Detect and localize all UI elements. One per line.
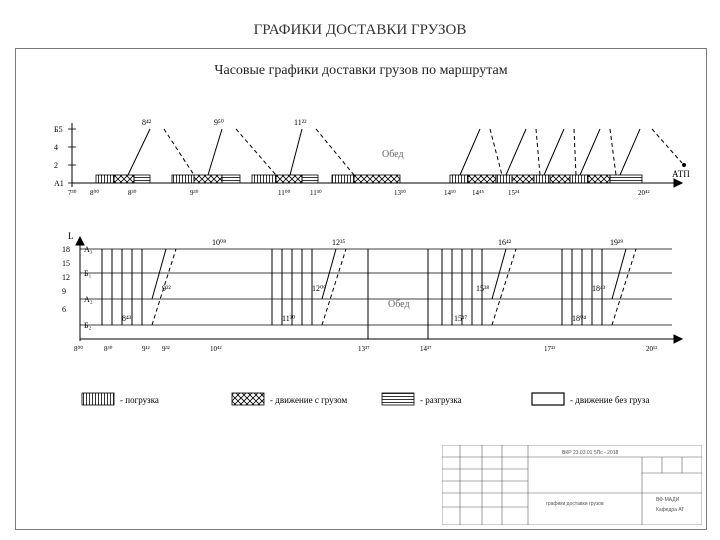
tb-code: ВКР 23.03.01 5Пс - 2018 [562,450,618,456]
chart-1: А1 2 4 Б5 8⁴² 9⁵⁰ 11²² 7³⁰ 8⁰⁰ 8³⁰ 9³⁰ 11⁰⁰ 11³⁰ 13… [22,83,702,213]
svg-text:9³⁰: 9³⁰ [190,189,199,197]
svg-text:10⁰⁸: 10⁰⁸ [212,238,226,247]
svg-text:- движение без груза: - движение без груза [570,395,649,405]
svg-text:20¹²: 20¹² [646,345,657,353]
svg-text:18⁰⁴: 18⁰⁴ [572,314,586,323]
svg-text:Б₁: Б₁ [84,269,92,278]
svg-text:А₃: А₃ [84,245,93,254]
svg-text:6: 6 [62,305,66,314]
obed-2: Обед [388,299,410,310]
svg-text:15³⁸: 15³⁸ [476,284,489,293]
legend: - погрузка - движение с грузом - разгрузка… [22,389,702,411]
obed-1: Обед [382,149,404,160]
svg-text:8⁰⁰: 8⁰⁰ [90,189,99,197]
svg-text:А₂: А₂ [84,295,93,304]
svg-text:11⁰⁰: 11⁰⁰ [278,189,291,197]
svg-text:7³⁰: 7³⁰ [68,189,77,197]
svg-text:8⁴²: 8⁴² [142,118,152,127]
tb-org: ВФ-МАДИ [656,497,680,503]
svg-text:14¹⁰: 14¹⁰ [444,189,456,197]
svg-text:9¹²: 9¹² [142,345,150,353]
svg-text:10⁴²: 10⁴² [210,345,222,353]
svg-text:Б₂: Б₂ [84,321,92,330]
atp-label: АТП [672,169,690,179]
svg-text:12³⁵: 12³⁵ [332,238,345,247]
svg-text:8⁰⁰: 8⁰⁰ [74,345,83,353]
svg-text:16⁴²: 16⁴² [498,238,512,247]
svg-text:- движение с грузом: - движение с грузом [270,395,348,405]
svg-text:11³⁰: 11³⁰ [310,189,322,197]
svg-text:20⁴²: 20⁴² [638,189,650,197]
svg-text:2: 2 [54,161,58,170]
svg-text:13³⁷: 13³⁷ [358,345,370,353]
svg-text:19²⁹: 19²⁹ [610,238,623,247]
svg-text:9³²: 9³² [162,345,170,353]
svg-text:11³⁰: 11³⁰ [282,314,295,323]
svg-text:Б5: Б5 [54,125,63,134]
svg-text:9²²: 9²² [162,284,171,293]
drawing-frame: Часовые графики доставки грузов по маршр… [15,48,707,530]
tb-dept: Кафедра АТ [656,507,684,513]
svg-text:15²⁴: 15²⁴ [508,189,520,197]
page-title: ГРАФИКИ ДОСТАВКИ ГРУЗОВ [0,22,720,39]
svg-text:- разгрузка: - разгрузка [420,395,462,405]
axis-L: L [68,231,74,241]
chart-2: L А₃ Б₁ А₂ Б₂ 18 15 12 9 6 8⁰⁰ 8³⁰ 9¹² 9³² 10⁴² 13³⁷… [22,229,702,379]
svg-text:8³⁰: 8³⁰ [104,345,113,353]
svg-text:18: 18 [62,245,70,254]
svg-text:12: 12 [62,273,70,282]
svg-text:9: 9 [62,287,66,296]
svg-text:11²²: 11²² [294,118,307,127]
svg-text:А1: А1 [54,179,64,188]
title-block: ВКР 23.03.01 5Пс - 2018 графики доставки… [442,445,702,525]
svg-text:13¹⁰: 13¹⁰ [394,189,406,197]
svg-text:14³⁷: 14³⁷ [420,345,432,353]
svg-text:8⁴³: 8⁴³ [122,314,132,323]
svg-text:17³¹: 17³¹ [544,345,555,353]
svg-text:15: 15 [62,259,70,268]
svg-text:18⁴³: 18⁴³ [592,284,606,293]
chart-title: Часовые графики доставки грузов по маршр… [16,63,706,79]
svg-text:8³⁰: 8³⁰ [128,189,137,197]
svg-text:12⁰⁹: 12⁰⁹ [312,284,326,293]
svg-text:- погрузка: - погрузка [120,395,159,405]
tb-name: графики доставки грузов [546,501,604,507]
svg-text:4: 4 [54,143,58,152]
svg-text:9⁵⁰: 9⁵⁰ [214,118,224,127]
svg-text:14⁴⁵: 14⁴⁵ [472,189,484,197]
svg-text:15¹⁷: 15¹⁷ [454,314,467,323]
